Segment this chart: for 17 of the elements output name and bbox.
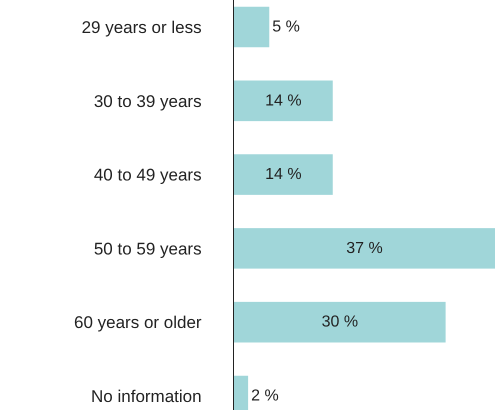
bar xyxy=(234,6,270,48)
bar xyxy=(234,228,495,269)
data-label: 2 % xyxy=(251,387,279,404)
data-label: 5 % xyxy=(272,18,300,36)
bar xyxy=(234,154,333,195)
data-label: 30 % xyxy=(322,314,358,331)
bar xyxy=(234,80,333,122)
y-tick-label: 60 years or older xyxy=(74,313,202,332)
y-tick-label: 40 to 49 years xyxy=(94,166,202,185)
y-tick-label: 50 to 59 years xyxy=(94,239,202,258)
data-label: 14 % xyxy=(265,166,302,184)
data-label: 37 % xyxy=(346,240,383,257)
data-label: 14 % xyxy=(265,92,302,110)
bar xyxy=(234,302,446,342)
y-tick-label: No information xyxy=(91,386,202,406)
y-tick-label: 30 to 39 years xyxy=(94,92,202,111)
y-tick-label: 29 years or less xyxy=(82,18,202,37)
